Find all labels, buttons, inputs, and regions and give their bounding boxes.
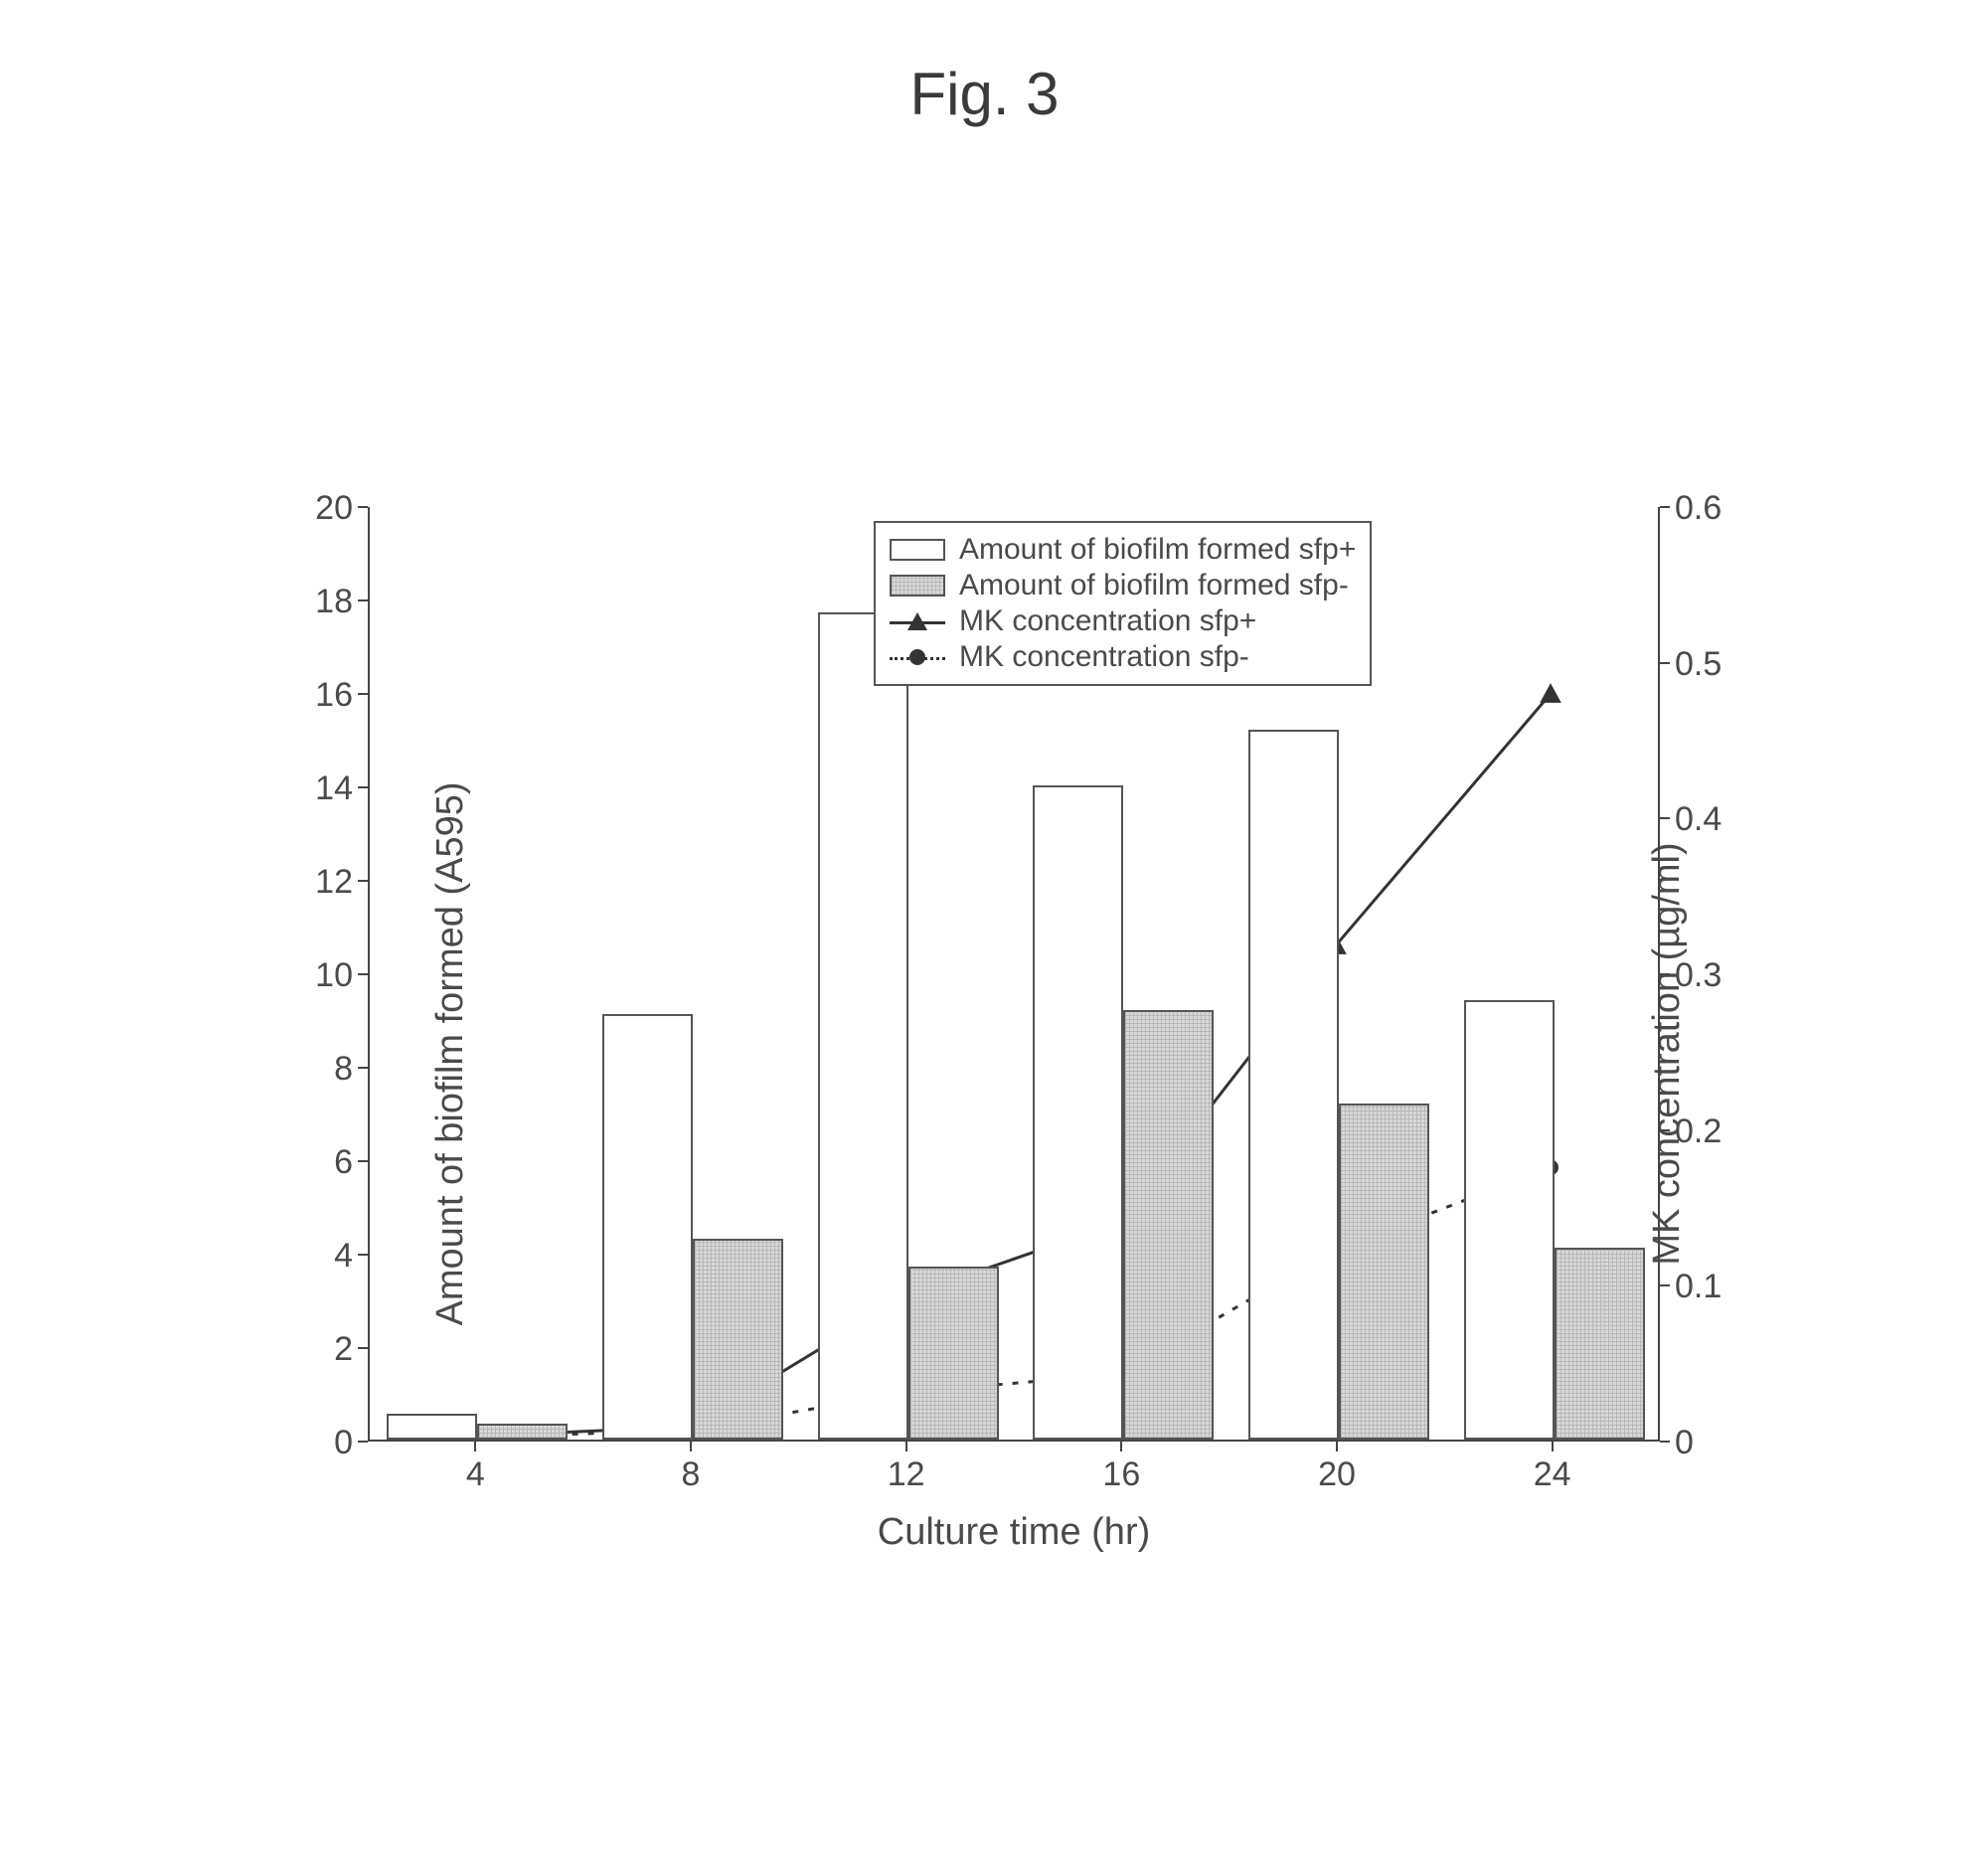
y-left-tick-mark [358, 1067, 368, 1069]
bar-sfp-minus [908, 1267, 999, 1440]
x-tick-mark [1120, 1442, 1122, 1451]
y-left-tick-label: 20 [273, 489, 353, 528]
bar-sfp-plus [1464, 1000, 1555, 1440]
y-right-tick-label: 0.3 [1675, 956, 1754, 995]
y-right-tick-label: 0.4 [1675, 800, 1754, 839]
x-tick-mark [905, 1442, 907, 1451]
legend-swatch-icon [890, 539, 945, 561]
y-left-tick-mark [358, 1347, 368, 1349]
bar-sfp-plus [387, 1414, 477, 1440]
plot-area: Amount of biofilm formed sfp+Amount of b… [368, 507, 1660, 1442]
legend-item: Amount of biofilm formed sfp+ [890, 533, 1356, 567]
legend-label: MK concentration sfp- [959, 640, 1249, 674]
triangle-marker-icon [1540, 683, 1561, 703]
y-left-tick-mark [358, 1160, 368, 1162]
legend-label: Amount of biofilm formed sfp- [959, 569, 1349, 602]
y-left-tick-label: 8 [273, 1050, 353, 1089]
legend-item: Amount of biofilm formed sfp- [890, 569, 1356, 602]
y-left-tick-mark [358, 1254, 368, 1256]
y-left-tick-mark [358, 973, 368, 975]
y-right-tick-label: 0 [1675, 1424, 1754, 1462]
y-left-tick-mark [358, 786, 368, 788]
y-right-tick-mark [1660, 662, 1670, 664]
y-left-tick-label: 2 [273, 1330, 353, 1369]
y-right-tick-label: 0.6 [1675, 489, 1754, 528]
y-right-tick-mark [1660, 506, 1670, 508]
legend-label: MK concentration sfp+ [959, 604, 1256, 638]
x-tick-mark [1336, 1442, 1338, 1451]
y-left-tick-label: 4 [273, 1237, 353, 1276]
y-right-tick-label: 0.5 [1675, 645, 1754, 684]
legend-item: MK concentration sfp- [890, 640, 1356, 674]
x-tick-label: 16 [1091, 1455, 1151, 1494]
bar-sfp-minus [1555, 1248, 1645, 1440]
y-right-tick-mark [1660, 1129, 1670, 1131]
y-right-tick-mark [1660, 973, 1670, 975]
x-tick-label: 20 [1307, 1455, 1367, 1494]
bar-sfp-minus [1123, 1010, 1214, 1440]
bar-sfp-minus [693, 1239, 783, 1440]
legend-item: MK concentration sfp+ [890, 604, 1356, 638]
y-left-tick-mark [358, 880, 368, 882]
chart-container: Amount of biofilm formed (A595) MK conce… [239, 467, 1809, 1640]
y-left-tick-mark [358, 1441, 368, 1443]
x-tick-mark [690, 1442, 692, 1451]
y-left-tick-label: 14 [273, 769, 353, 808]
y-left-tick-label: 0 [273, 1424, 353, 1462]
bar-sfp-plus [818, 612, 908, 1440]
legend-line-icon [890, 610, 945, 632]
bar-sfp-plus [1033, 785, 1123, 1440]
x-tick-mark [1552, 1442, 1554, 1451]
y-left-tick-label: 18 [273, 583, 353, 621]
figure-title: Fig. 3 [0, 60, 1969, 128]
bar-sfp-minus [1339, 1104, 1429, 1440]
y-right-tick-mark [1660, 1441, 1670, 1443]
y-right-tick-label: 0.2 [1675, 1112, 1754, 1151]
bar-sfp-minus [477, 1424, 568, 1440]
legend-label: Amount of biofilm formed sfp+ [959, 533, 1356, 567]
y-right-tick-mark [1660, 817, 1670, 819]
bar-sfp-plus [602, 1014, 693, 1440]
x-tick-mark [474, 1442, 476, 1451]
x-axis-label: Culture time (hr) [368, 1511, 1660, 1554]
y-left-tick-mark [358, 506, 368, 508]
legend-swatch-icon [890, 575, 945, 597]
x-tick-label: 4 [445, 1455, 505, 1494]
bar-sfp-plus [1248, 730, 1339, 1440]
y-left-tick-label: 10 [273, 956, 353, 995]
y-right-tick-label: 0.1 [1675, 1268, 1754, 1306]
legend: Amount of biofilm formed sfp+Amount of b… [874, 521, 1372, 686]
x-tick-label: 24 [1523, 1455, 1582, 1494]
page: Fig. 3 Amount of biofilm formed (A595) M… [0, 0, 1969, 1876]
legend-line-icon [890, 646, 945, 668]
y-right-tick-mark [1660, 1284, 1670, 1286]
x-tick-label: 12 [877, 1455, 936, 1494]
y-left-tick-label: 6 [273, 1143, 353, 1182]
y-left-tick-mark [358, 693, 368, 695]
y-left-tick-label: 12 [273, 863, 353, 902]
y-left-tick-label: 16 [273, 676, 353, 715]
y-left-tick-mark [358, 599, 368, 601]
x-tick-label: 8 [661, 1455, 721, 1494]
